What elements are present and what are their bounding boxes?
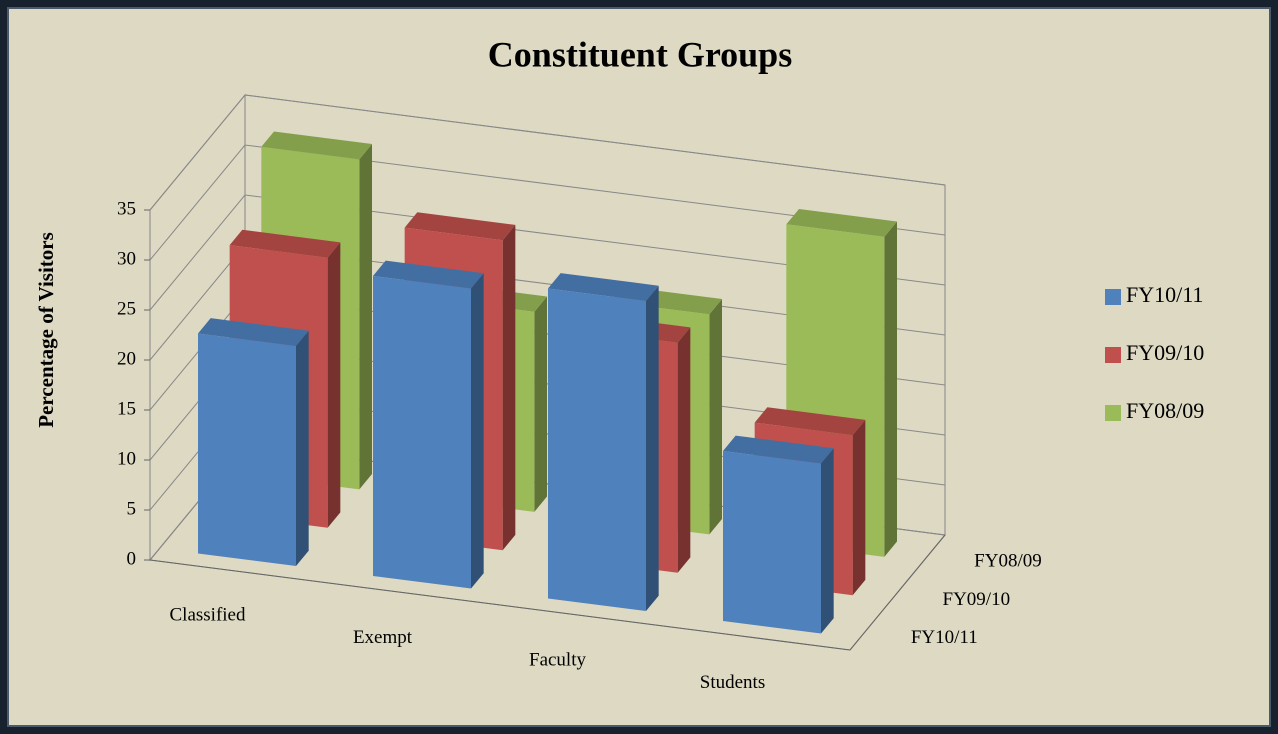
grid-line xyxy=(149,194,946,311)
bar-top xyxy=(723,435,834,464)
depth-axis xyxy=(849,534,946,651)
bar-side xyxy=(821,448,834,634)
y-tick-label: 25 xyxy=(117,298,136,319)
legend-swatch xyxy=(1105,347,1121,363)
bar-side xyxy=(646,285,659,612)
bar-side xyxy=(359,144,372,490)
bar-side xyxy=(471,273,484,589)
bar-top xyxy=(404,212,516,241)
legend-label: FY09/10 xyxy=(1126,340,1204,365)
x-tick-label: Classified xyxy=(170,605,246,626)
y-tick-label: 0 xyxy=(127,548,137,569)
bar xyxy=(198,333,296,567)
legend-label: FY10/11 xyxy=(1126,282,1203,307)
y-tick-label: 5 xyxy=(127,498,137,519)
bar-side xyxy=(327,242,341,528)
legend-swatch xyxy=(1105,289,1121,305)
y-tick-label: 20 xyxy=(117,348,136,369)
chart-title: Constituent Groups xyxy=(488,34,792,74)
depth-tick-label: FY09/10 xyxy=(943,589,1011,610)
y-axis-label: Percentage of Visitors xyxy=(34,232,58,428)
depth-tick-label: FY08/09 xyxy=(974,551,1042,572)
bar-top xyxy=(373,260,484,289)
x-tick-label: Students xyxy=(700,672,765,693)
y-tick-label: 30 xyxy=(117,248,136,269)
grid-line xyxy=(149,94,946,211)
grid-line xyxy=(149,144,946,261)
y-tick-label: 35 xyxy=(117,198,136,219)
x-tick-label: Exempt xyxy=(353,627,413,648)
bar-top xyxy=(548,273,659,302)
bar-side xyxy=(677,327,691,573)
bar xyxy=(548,288,646,612)
bar-top xyxy=(229,229,341,258)
bar xyxy=(723,450,821,634)
bar-side xyxy=(296,330,309,567)
bar-top xyxy=(261,131,372,160)
bar xyxy=(373,275,471,589)
depth-tick-label: FY10/11 xyxy=(911,627,978,648)
legend-label: FY08/09 xyxy=(1126,398,1204,423)
x-axis xyxy=(149,559,851,651)
legend-swatch xyxy=(1105,405,1121,421)
x-tick-label: Faculty xyxy=(529,650,586,671)
bar-side xyxy=(709,299,722,535)
y-tick-label: 15 xyxy=(117,398,136,419)
bar-side xyxy=(884,221,897,557)
bar-side xyxy=(502,224,516,551)
bar-side xyxy=(852,419,866,596)
bar-top xyxy=(198,318,309,347)
bar-top xyxy=(754,407,866,436)
bar-top xyxy=(786,208,897,237)
y-tick-label: 10 xyxy=(117,448,136,469)
bar-side xyxy=(534,296,547,512)
